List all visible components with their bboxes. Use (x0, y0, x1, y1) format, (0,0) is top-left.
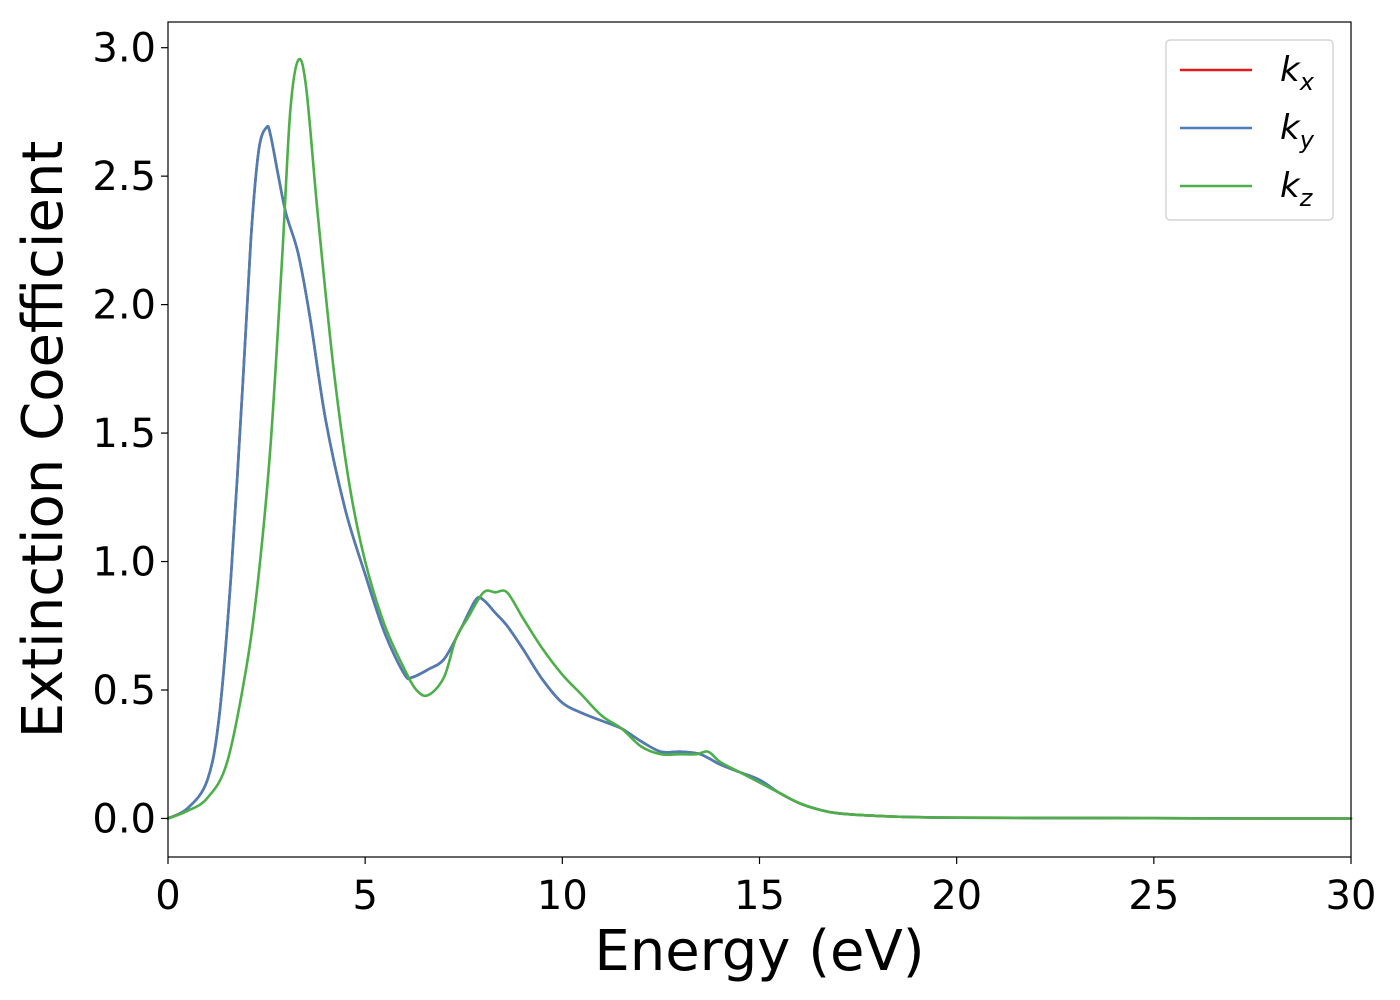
x-tick-label: 10 (537, 873, 588, 919)
legend-entry-label: ky (1280, 108, 1315, 154)
x-axis-title: Energy (eV) (594, 919, 924, 984)
legend-entry-label: kx (1280, 50, 1315, 96)
y-tick-label: 0.0 (92, 796, 156, 842)
series-layer (166, 57, 1353, 820)
series-line-k-z (166, 57, 1353, 820)
ticks-layer: 0 5 10 15 20 25 30 0.0 0.5 1.0 1.5 2.0 2.5 3.0 (92, 26, 1376, 919)
legend-entry-label: kz (1280, 166, 1314, 212)
y-tick-label: 1.5 (92, 411, 156, 457)
y-tick-label: 2.5 (92, 154, 156, 200)
x-tick-label: 30 (1326, 873, 1377, 919)
x-tick-label: 20 (931, 873, 982, 919)
y-tick-label: 3.0 (92, 26, 156, 72)
legend-box (1165, 39, 1334, 221)
y-tick-label: 1.0 (92, 540, 156, 586)
y-tick-label: 0.5 (92, 668, 156, 714)
x-tick-label: 5 (352, 873, 377, 919)
x-tick-label: 0 (155, 873, 180, 919)
x-tick-label: 15 (734, 873, 785, 919)
x-tick-label: 25 (1128, 873, 1179, 919)
legend: kx ky kz (1165, 39, 1334, 221)
y-tick-label: 2.0 (92, 283, 156, 329)
y-axis-title: Extinction Coefficient (11, 141, 76, 739)
